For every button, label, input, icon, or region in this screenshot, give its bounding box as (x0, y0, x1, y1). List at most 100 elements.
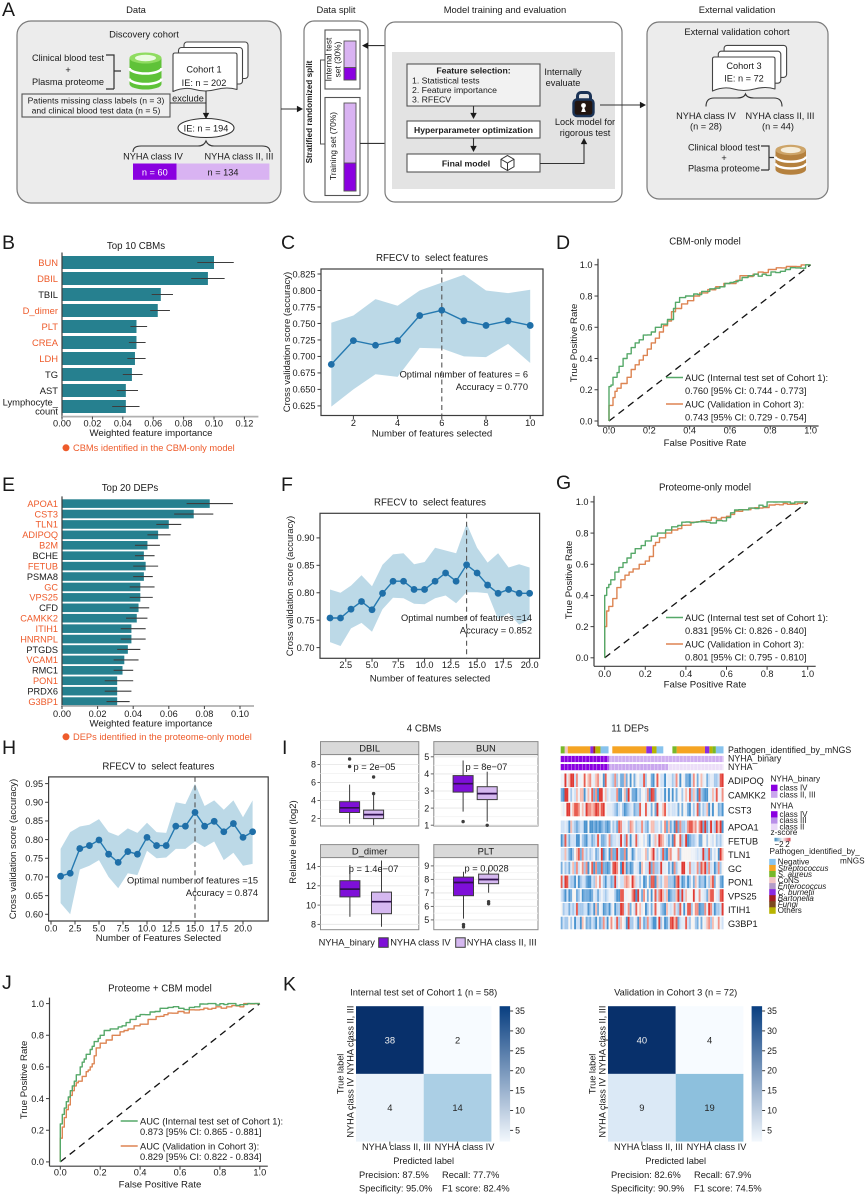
svg-text:BUN: BUN (476, 742, 496, 753)
svg-text:0.80: 0.80 (297, 588, 315, 598)
svg-text:8: 8 (424, 875, 429, 885)
svg-text:1.0: 1.0 (580, 260, 593, 270)
svg-text:0.08: 0.08 (195, 709, 213, 719)
svg-text:Relative level (log2): Relative level (log2) (288, 800, 299, 883)
svg-text:Specificity: 90.9%: Specificity: 90.9% (611, 1184, 684, 1194)
svg-text:Number of features selected: Number of features selected (372, 429, 493, 440)
svg-text:Predicted label: Predicted label (645, 1156, 706, 1166)
svg-text:Internal test set of Cohort 1: Internal test set of Cohort 1 (n = 58) (350, 988, 497, 998)
svg-text:19: 19 (704, 1102, 714, 1113)
svg-text:0.85: 0.85 (25, 816, 43, 826)
svg-text:0.2: 0.2 (94, 1168, 107, 1178)
svg-text:0.0: 0.0 (603, 426, 616, 436)
svg-text:AUC (Validation in Cohort 3):: AUC (Validation in Cohort 3): (140, 1142, 259, 1152)
svg-text:2: 2 (785, 840, 790, 849)
svg-text:p = 2e−05: p = 2e−05 (354, 762, 396, 772)
svg-text:10.0: 10.0 (416, 660, 434, 670)
svg-text:0.800: 0.800 (293, 286, 316, 296)
svg-text:NYHA class IV: NYHA class IV (345, 1077, 355, 1138)
svg-text:0.02: 0.02 (89, 709, 107, 719)
svg-text:0.743 [95% CI: 0.729 - 0.754]: 0.743 [95% CI: 0.729 - 0.754] (685, 413, 806, 423)
svg-text:D_dimer: D_dimer (352, 845, 387, 856)
svg-text:0.8: 0.8 (761, 669, 774, 679)
svg-text:FETUB: FETUB (728, 836, 758, 846)
svg-text:2: 2 (351, 418, 356, 428)
svg-text:AUC (Validation in Cohort 3):: AUC (Validation in Cohort 3): (685, 400, 804, 410)
svg-text:12: 12 (306, 881, 316, 891)
svg-text:0.750: 0.750 (293, 319, 316, 329)
svg-text:14: 14 (452, 1102, 462, 1113)
svg-text:CFD: CFD (39, 603, 58, 613)
svg-text:IE: n = 72: IE: n = 72 (724, 74, 764, 84)
svg-text:Proteome-only model: Proteome-only model (659, 483, 751, 494)
svg-text:15: 15 (767, 1086, 777, 1096)
svg-text:D: D (556, 232, 570, 254)
svg-text:0.6: 0.6 (174, 1168, 187, 1178)
svg-text:APOA1: APOA1 (27, 499, 58, 509)
svg-text:Cohort 3: Cohort 3 (726, 61, 761, 71)
svg-text:IE: n = 202: IE: n = 202 (182, 78, 227, 88)
svg-text:Proteome + CBM model: Proteome + CBM model (108, 984, 212, 995)
svg-text:F: F (281, 474, 293, 496)
svg-text:DBIL: DBIL (37, 273, 58, 284)
svg-text:0.6: 0.6 (720, 669, 733, 679)
svg-text:Data split: Data split (316, 4, 355, 15)
svg-text:0.6: 0.6 (724, 426, 737, 436)
svg-text:+: + (65, 65, 70, 75)
svg-text:5: 5 (767, 1125, 772, 1135)
svg-text:10.0: 10.0 (138, 924, 156, 934)
svg-text:NYHA class II, III: NYHA class II, III (362, 1142, 431, 1152)
svg-text:0.2: 0.2 (576, 622, 589, 632)
svg-text:20: 20 (767, 1066, 777, 1076)
svg-text:1: 1 (424, 820, 429, 830)
svg-text:class IV: class IV (780, 784, 809, 793)
svg-text:0.8: 0.8 (31, 1031, 44, 1041)
svg-text:J: J (2, 972, 12, 994)
svg-text:class II, III: class II, III (780, 790, 816, 799)
svg-text:TBIL: TBIL (38, 289, 58, 300)
svg-text:Pathogen_identified_by_: Pathogen_identified_by_ (770, 847, 861, 856)
svg-text:0.0: 0.0 (580, 416, 593, 426)
svg-text:False Positive Rate: False Positive Rate (664, 680, 747, 691)
svg-text:HNRNPL: HNRNPL (20, 634, 58, 644)
svg-text:0.873 [95% CI: 0.865 - 0.881]: 0.873 [95% CI: 0.865 - 0.881] (140, 1127, 261, 1137)
svg-text:BUN: BUN (38, 257, 58, 268)
svg-text:2: 2 (455, 1034, 460, 1045)
svg-text:0.90: 0.90 (25, 798, 43, 808)
svg-text:IE: n = 194: IE: n = 194 (184, 124, 229, 134)
svg-text:Optimal number of features =14: Optimal number of features =14 (401, 613, 532, 623)
svg-text:External validation: External validation (699, 4, 776, 15)
svg-text:0.12: 0.12 (235, 419, 253, 429)
svg-text:p = 8e−07: p = 8e−07 (465, 762, 507, 772)
svg-text:3: 3 (424, 786, 429, 796)
svg-text:4 CBMs: 4 CBMs (407, 724, 442, 735)
svg-text:0.85: 0.85 (297, 561, 315, 571)
svg-text:Clinical blood test: Clinical blood test (688, 143, 760, 153)
svg-text:Others: Others (778, 906, 802, 915)
svg-text:4: 4 (387, 1102, 392, 1113)
svg-text:0.80: 0.80 (25, 835, 43, 845)
svg-text:0.4: 0.4 (134, 1168, 147, 1178)
svg-text:12.5: 12.5 (442, 660, 460, 670)
svg-text:25: 25 (515, 1046, 525, 1056)
svg-text:0.650: 0.650 (293, 385, 316, 395)
svg-text:0.0: 0.0 (54, 1168, 67, 1178)
svg-text:F1 score: 74.5%: F1 score: 74.5% (694, 1184, 762, 1194)
svg-text:p = 1.4e−07: p = 1.4e−07 (349, 864, 399, 874)
svg-text:Recall: 77.7%: Recall: 77.7% (442, 1170, 499, 1180)
svg-text:class IV: class IV (780, 810, 809, 819)
svg-text:NYHA class II, III: NYHA class II, III (467, 938, 537, 948)
svg-text:p = 0.0028: p = 0.0028 (464, 864, 508, 874)
svg-text:0.04: 0.04 (114, 419, 132, 429)
svg-text:0.775: 0.775 (293, 302, 316, 312)
svg-text:7: 7 (424, 888, 429, 898)
svg-text:LDH: LDH (39, 353, 58, 364)
svg-text:0.02: 0.02 (83, 419, 101, 429)
svg-text:TLN1: TLN1 (36, 520, 58, 530)
svg-text:True label: True label (336, 1054, 346, 1095)
svg-text:0.8: 0.8 (576, 528, 589, 538)
svg-text:ITIH1: ITIH1 (728, 905, 750, 915)
svg-text:evaluate: evaluate (546, 78, 581, 88)
svg-text:5: 5 (424, 915, 429, 925)
svg-text:AUC (Internal test set of Coho: AUC (Internal test set of Cohort 1): (140, 1117, 283, 1127)
